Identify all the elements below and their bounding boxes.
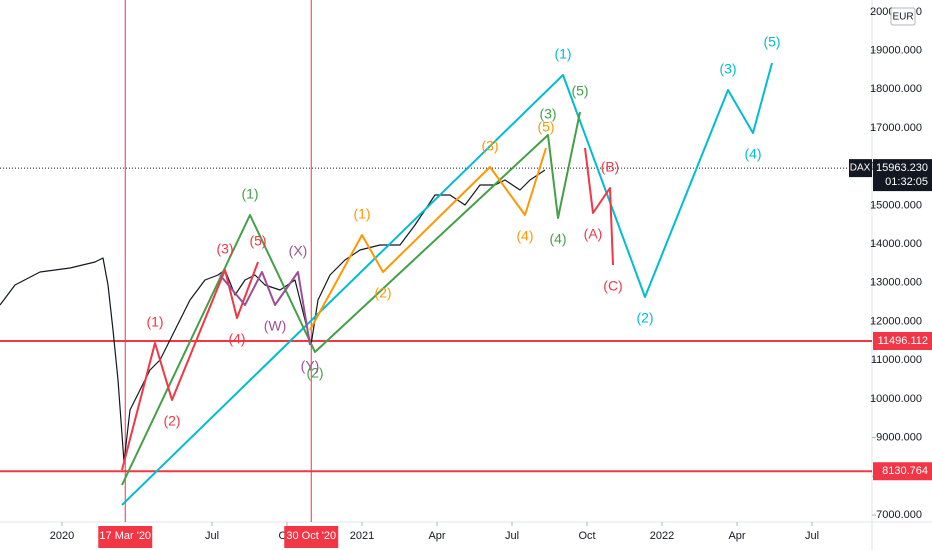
wave-label: (A)	[584, 226, 603, 242]
countdown-label: 01:32:05	[885, 176, 928, 188]
currency-badge	[890, 7, 916, 26]
date-label: 30 Oct '20	[286, 530, 336, 542]
wave-label: (5)	[537, 119, 554, 135]
symbol-badge	[849, 159, 872, 178]
wave-label: (2)	[163, 413, 180, 429]
y-tick-label: 13000.000	[870, 277, 922, 289]
y-tick-label: 11000.000	[871, 354, 922, 366]
date-badge	[98, 526, 153, 548]
wave-label: (1)	[146, 314, 163, 330]
x-tick-label: Oct	[578, 530, 595, 542]
x-tick-label: Jul	[205, 530, 219, 542]
y-tick-label: 18000.000	[870, 83, 922, 95]
x-tick-label: Apr	[728, 530, 745, 542]
symbol-label: DAX	[850, 163, 871, 174]
wave-label: (4)	[516, 228, 533, 244]
x-tick-label: 2022	[650, 530, 674, 542]
level-label: 11496.112	[878, 335, 928, 347]
wave-label: (3)	[216, 241, 233, 257]
y-tick-label: 15000.000	[870, 199, 922, 211]
wave-line	[584, 147, 614, 266]
level-label: 8130.764	[882, 465, 928, 477]
y-tick-label: 7000.000	[876, 509, 922, 521]
date-badge	[284, 526, 339, 548]
wave-label: (X)	[289, 243, 308, 259]
wave-line	[121, 111, 581, 486]
y-tick-label: 19000.000	[870, 44, 922, 56]
wave-label: (2)	[636, 310, 653, 326]
wave-line	[309, 147, 547, 331]
y-tick-label: 9000.000	[876, 431, 922, 443]
wave-label: (5)	[763, 34, 780, 50]
wave-label: (C)	[603, 278, 622, 294]
y-tick-label: 10000.000	[870, 393, 922, 405]
wave-label: (1)	[353, 206, 370, 222]
wave-line	[121, 62, 773, 506]
wave-label: (4)	[549, 231, 566, 247]
wave-label: (3)	[719, 61, 736, 77]
wave-line	[219, 271, 311, 346]
x-tick-label: Apr	[428, 530, 445, 542]
wave-label: (1)	[554, 46, 571, 62]
wave-label: (1)	[241, 186, 258, 202]
wave-label: (2)	[374, 285, 391, 301]
wave-label: (Y)	[301, 358, 320, 374]
wave-label: (2)	[306, 365, 323, 381]
currency-label: EUR	[892, 12, 913, 23]
level-badge	[873, 462, 932, 481]
x-tick-label: Jul	[805, 530, 819, 542]
last-price-label: 15963.230	[876, 162, 928, 174]
x-tick-label: 2021	[350, 530, 374, 542]
y-tick-label: 17000.000	[870, 122, 922, 134]
wave-label: (3)	[481, 138, 498, 154]
date-label: 17 Mar '20	[99, 530, 151, 542]
level-badge	[873, 331, 932, 350]
x-tick-label: Jul	[505, 530, 519, 542]
price-line	[0, 169, 546, 463]
x-tick-label: 2020	[50, 530, 74, 542]
wave-label: (3)	[539, 106, 556, 122]
wave-label: (4)	[228, 331, 245, 347]
y-tick-label: 12000.000	[870, 315, 922, 327]
wave-label: (4)	[744, 146, 761, 162]
wave-label: (W)	[264, 318, 287, 334]
last-price-badge	[873, 159, 932, 192]
wave-line	[121, 261, 259, 471]
y-tick-label: 14000.000	[870, 238, 922, 250]
wave-label: (B)	[601, 159, 620, 175]
wave-label: (5)	[249, 233, 266, 249]
wave-label: (5)	[571, 83, 588, 99]
